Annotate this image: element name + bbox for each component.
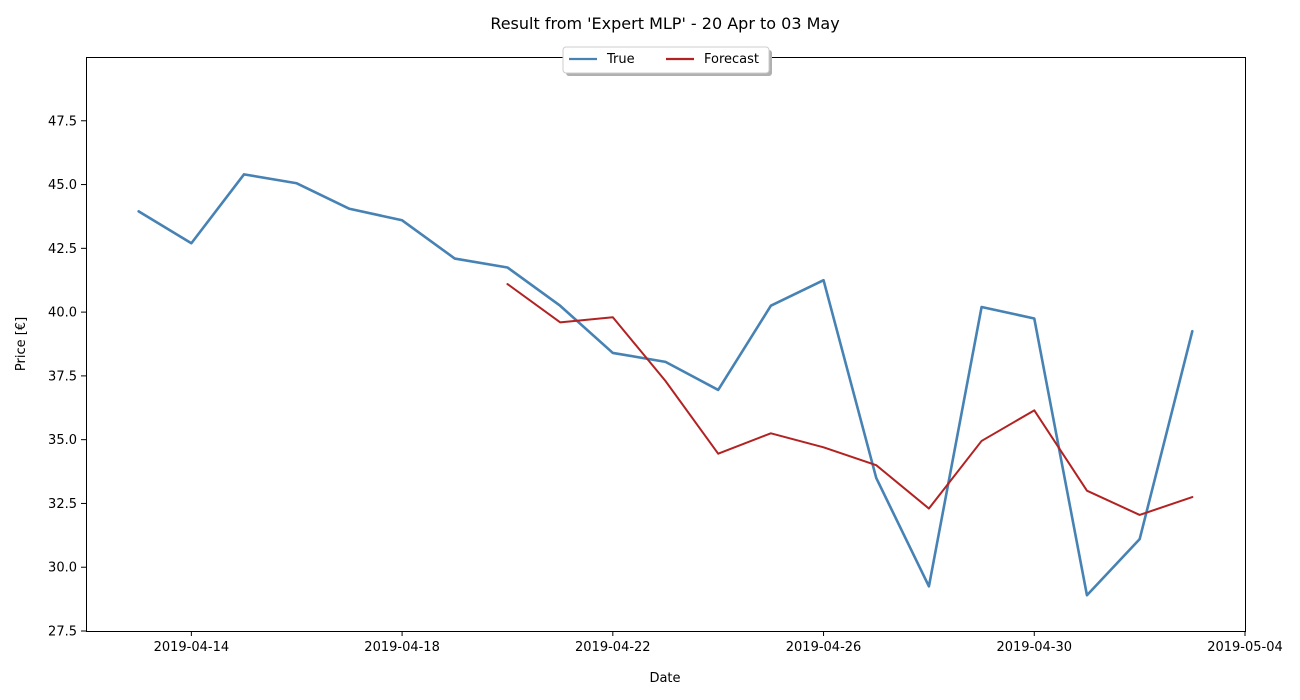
y-tick-label: 40.0 — [48, 306, 77, 321]
y-axis-title: Price [€] — [14, 317, 29, 371]
x-axis: 2019-04-14 2019-04-18 2019-04-22 2019-04-26… — [154, 631, 1283, 655]
y-tick-label: 47.5 — [48, 114, 77, 129]
x-tick-label: 2019-04-18 — [364, 640, 440, 655]
x-tick-label: 2019-04-30 — [996, 640, 1072, 655]
chart-title: Result from 'Expert MLP' - 20 Apr to 03 … — [490, 14, 839, 33]
legend-label-forecast: Forecast — [704, 52, 759, 67]
series-line-forecast — [506, 283, 1194, 516]
y-tick-label: 45.0 — [48, 178, 77, 193]
y-tick-label: 32.5 — [48, 497, 77, 512]
x-tick-label: 2019-05-04 — [1207, 640, 1283, 655]
x-tick-label: 2019-04-22 — [575, 640, 651, 655]
y-tick-label: 35.0 — [48, 433, 77, 448]
y-tick-label: 42.5 — [48, 242, 77, 257]
x-tick-label: 2019-04-14 — [154, 640, 230, 655]
series-line-true — [137, 173, 1194, 597]
x-tick-label: 2019-04-26 — [786, 640, 862, 655]
y-tick-label: 27.5 — [48, 625, 77, 640]
series-layer — [137, 173, 1194, 597]
y-axis: 27.5 30.0 32.5 35.0 37.5 40.0 42.5 45.0 47.5 — [48, 114, 86, 640]
y-tick-label: 30.0 — [48, 561, 77, 576]
legend-label-true: True — [606, 52, 635, 67]
legend: True Forecast — [562, 46, 772, 76]
y-tick-label: 37.5 — [48, 369, 77, 384]
x-axis-title: Date — [649, 671, 680, 686]
plot-frame — [86, 57, 1246, 632]
